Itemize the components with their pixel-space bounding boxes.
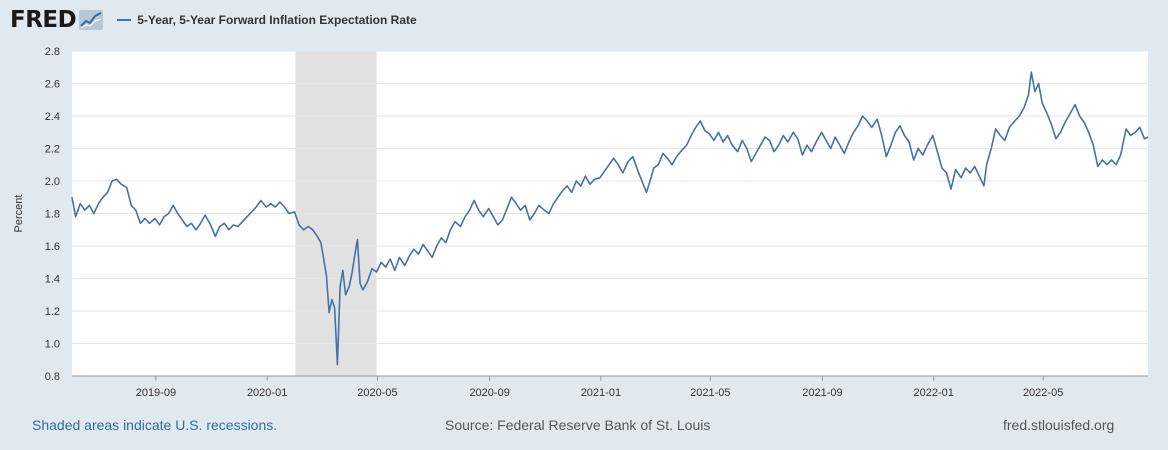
x-tick-label: 2021-01: [581, 387, 621, 399]
logo-text: FRED: [10, 7, 77, 33]
recession-note[interactable]: Shaded areas indicate U.S. recessions.: [32, 417, 278, 433]
series-line: [71, 71, 1149, 366]
chart-line-icon: [79, 10, 104, 30]
x-tick-label: 2019-09: [136, 387, 176, 399]
y-tick-label: 2.2: [45, 144, 60, 156]
y-tick-label: 2.4: [45, 111, 60, 123]
y-axis-title: Percent: [13, 195, 25, 233]
chart-header: FRED 5-Year, 5-Year Forward Inflation Ex…: [10, 6, 417, 34]
x-tick-label: 2020-01: [247, 387, 287, 399]
source-note: Source: Federal Reserve Bank of St. Loui…: [445, 417, 711, 433]
y-tick-label: 2.8: [45, 46, 60, 58]
y-tick-label: 2.0: [45, 176, 60, 188]
x-tick-label: 2022-01: [914, 387, 954, 399]
site-link[interactable]: fred.stlouisfed.org: [1003, 417, 1115, 433]
fred-logo[interactable]: FRED: [10, 7, 104, 33]
x-tick-label: 2020-05: [357, 387, 397, 399]
y-tick-label: 0.8: [45, 371, 60, 383]
y-tick-label: 1.4: [45, 274, 60, 286]
y-tick-label: 1.0: [45, 339, 60, 351]
line-chart[interactable]: 0.8 1.0 1.2 1.4 1.6 1.8 2.0 2.2 2.4 2.6 2.8 2019-09…: [0, 0, 1168, 410]
legend-label: 5-Year, 5-Year Forward Inflation Expecta…: [137, 13, 417, 27]
x-tick-label: 2022-05: [1023, 387, 1063, 399]
y-tick-label: 2.6: [45, 79, 60, 91]
x-tick-label: 2021-05: [690, 387, 730, 399]
x-tick-label: 2021-09: [802, 387, 842, 399]
chart-legend[interactable]: 5-Year, 5-Year Forward Inflation Expecta…: [117, 13, 417, 27]
y-tick-label: 1.6: [45, 241, 60, 253]
y-tick-label: 1.8: [45, 209, 60, 221]
legend-swatch: [117, 19, 132, 21]
x-tick-label: 2020-09: [469, 387, 509, 399]
y-tick-label: 1.2: [45, 306, 60, 318]
